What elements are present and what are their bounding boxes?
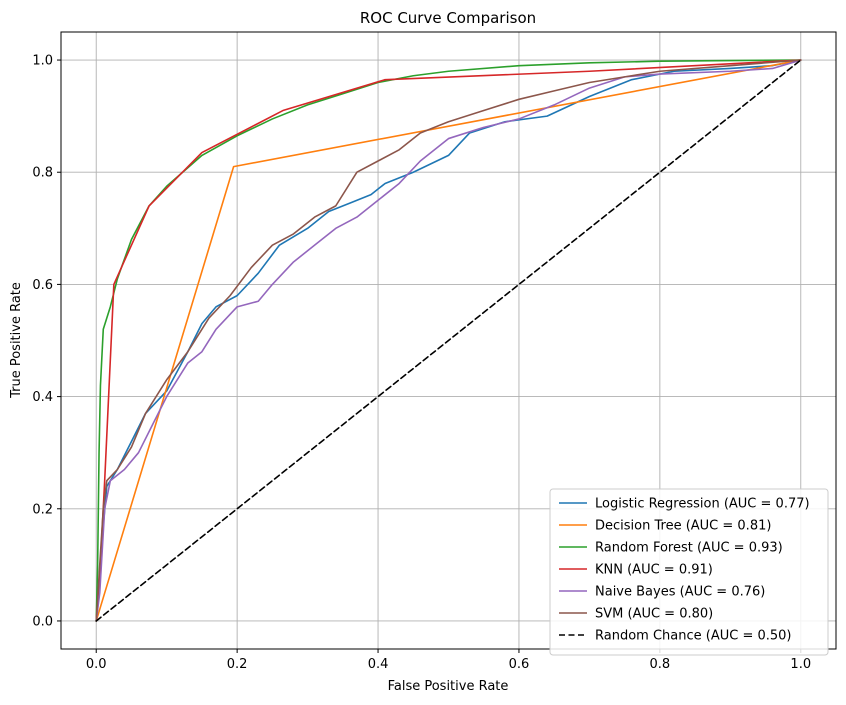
- x-tick-label: 0.2: [227, 657, 248, 672]
- grid: [61, 32, 836, 649]
- x-tick-label: 0.4: [368, 657, 389, 672]
- series-line-2: [95, 59, 802, 622]
- y-axis-label: True Positive Rate: [9, 282, 24, 399]
- y-tick-label: 0.4: [32, 390, 53, 405]
- legend-label: KNN (AUC = 0.91): [595, 563, 713, 578]
- legend-label: Logistic Regression (AUC = 0.77): [595, 497, 810, 512]
- series-line-4: [95, 59, 802, 622]
- y-tick-label: 0.2: [32, 502, 53, 517]
- legend: Logistic Regression (AUC = 0.77) Decision…: [549, 488, 829, 656]
- y-tick-label: 0.0: [32, 614, 53, 629]
- x-tick-label: 0.0: [86, 657, 107, 672]
- plot-frame: [60, 31, 837, 650]
- series-line-6: [95, 59, 802, 622]
- legend-label: Decision Tree (AUC = 0.81): [595, 519, 771, 534]
- x-axis-label: False Positive Rate: [388, 679, 509, 694]
- series-line-1: [95, 59, 802, 622]
- legend-label: Naive Bayes (AUC = 0.76): [595, 585, 765, 600]
- legend-label: SVM (AUC = 0.80): [595, 607, 713, 622]
- legend-label: Random Chance (AUC = 0.50): [595, 629, 792, 644]
- chart-title: ROC Curve Comparison: [360, 9, 536, 27]
- series-line-5: [95, 59, 802, 622]
- y-tick-label: 1.0: [32, 54, 53, 69]
- x-tick-label: 1.0: [790, 657, 811, 672]
- legend-box: [549, 488, 829, 656]
- series-lines: [95, 59, 802, 622]
- x-tick-label: 0.6: [509, 657, 530, 672]
- legend-label: Random Forest (AUC = 0.93): [595, 541, 783, 556]
- y-tick-label: 0.8: [32, 166, 53, 181]
- y-tick-label: 0.6: [32, 278, 53, 293]
- series-line-0: [95, 59, 802, 622]
- x-tick-label: 0.8: [650, 657, 671, 672]
